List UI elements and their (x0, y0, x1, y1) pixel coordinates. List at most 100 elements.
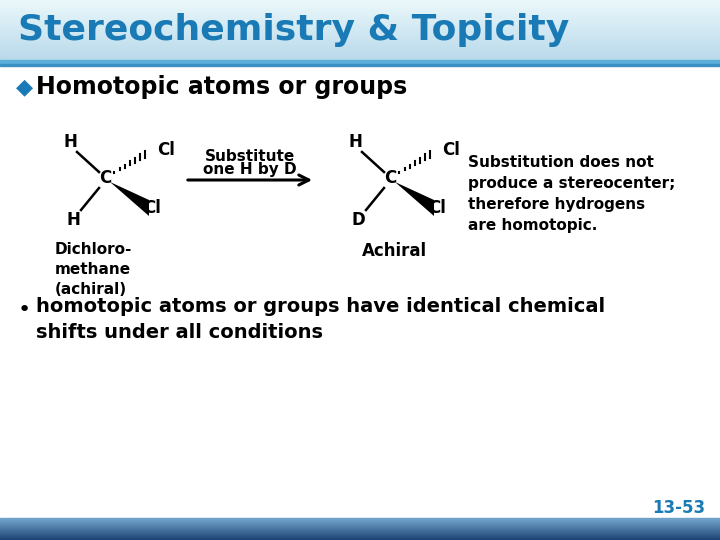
Bar (0, 534, 720, 535)
Text: one H by D: one H by D (203, 162, 297, 177)
Text: ◆: ◆ (16, 77, 33, 97)
Bar (0, 8, 720, 9)
Bar (0, 57, 720, 58)
Bar (0, 533, 720, 534)
Text: Cl: Cl (442, 141, 460, 159)
Bar (0, 7, 720, 8)
Bar (0, 26, 720, 27)
Bar (0, 40, 720, 41)
Bar (0, 24, 720, 25)
Bar (0, 2, 720, 3)
Text: Substitution does not
produce a stereocenter;
therefore hydrogens
are homotopic.: Substitution does not produce a stereoce… (468, 155, 675, 233)
Bar (0, 45, 720, 46)
Bar (0, 50, 720, 51)
Bar (0, 530, 720, 531)
Bar (0, 46, 720, 47)
Bar (0, 17, 720, 18)
Bar (0, 0, 720, 1)
Bar (0, 531, 720, 532)
Bar (0, 18, 720, 19)
Bar (0, 524, 720, 525)
Bar (0, 35, 720, 36)
Text: C: C (99, 169, 111, 187)
Bar (0, 525, 720, 526)
Bar (0, 16, 720, 17)
Bar (0, 28, 720, 29)
Bar (0, 23, 720, 24)
Bar (0, 538, 720, 539)
Bar (0, 4, 720, 5)
Bar (0, 13, 720, 14)
Bar (0, 48, 720, 49)
Text: Homotopic atoms or groups: Homotopic atoms or groups (36, 75, 408, 99)
Text: Stereochemistry & Topicity: Stereochemistry & Topicity (18, 13, 570, 47)
Bar (0, 37, 720, 38)
Bar (0, 535, 720, 536)
Text: D: D (351, 211, 365, 229)
Polygon shape (395, 182, 434, 216)
Bar (0, 54, 720, 55)
Bar (0, 39, 720, 40)
Text: Cl: Cl (143, 199, 161, 217)
Bar (0, 522, 720, 523)
Text: Cl: Cl (157, 141, 175, 159)
Bar (0, 14, 720, 15)
Bar (0, 523, 720, 524)
Bar (0, 1, 720, 2)
Bar (0, 38, 720, 39)
Bar (0, 44, 720, 45)
Bar (0, 532, 720, 533)
Bar (0, 527, 720, 528)
Polygon shape (110, 182, 149, 216)
Bar (0, 53, 720, 54)
Text: H: H (348, 133, 362, 151)
Bar (0, 11, 720, 12)
Text: Dichloro-
methane
(achiral): Dichloro- methane (achiral) (54, 242, 132, 296)
Bar (0, 47, 720, 48)
Bar (0, 34, 720, 35)
Bar (0, 526, 720, 527)
Text: H: H (63, 133, 77, 151)
Text: homotopic atoms or groups have identical chemical
shifts under all conditions: homotopic atoms or groups have identical… (36, 297, 605, 342)
Bar (0, 64, 720, 66)
Text: Achiral: Achiral (361, 242, 426, 260)
Bar (0, 25, 720, 26)
Bar (0, 536, 720, 537)
Bar (0, 49, 720, 50)
Bar (0, 30, 720, 31)
Bar (0, 52, 720, 53)
Bar (0, 518, 720, 519)
Text: Cl: Cl (428, 199, 446, 217)
Bar (0, 60, 720, 64)
Bar (0, 6, 720, 7)
Bar (0, 41, 720, 42)
Text: C: C (384, 169, 396, 187)
Bar (0, 29, 720, 30)
Bar (0, 20, 720, 21)
Bar (0, 58, 720, 59)
Bar (0, 31, 720, 32)
Bar (0, 520, 720, 521)
Bar (0, 10, 720, 11)
Bar (0, 12, 720, 13)
Bar (0, 9, 720, 10)
Bar (0, 59, 720, 60)
Bar (0, 22, 720, 23)
Bar (0, 521, 720, 522)
Bar (0, 43, 720, 44)
Bar (0, 36, 720, 37)
Bar (0, 21, 720, 22)
Bar (0, 529, 720, 530)
Bar (0, 539, 720, 540)
Text: H: H (66, 211, 80, 229)
Text: 13-53: 13-53 (652, 499, 705, 517)
Bar (0, 5, 720, 6)
Bar (0, 15, 720, 16)
Bar (0, 56, 720, 57)
Bar (0, 27, 720, 28)
Text: •: • (18, 300, 31, 320)
Bar (0, 19, 720, 20)
Text: Substitute: Substitute (205, 149, 295, 164)
Bar (0, 42, 720, 43)
Bar (0, 537, 720, 538)
